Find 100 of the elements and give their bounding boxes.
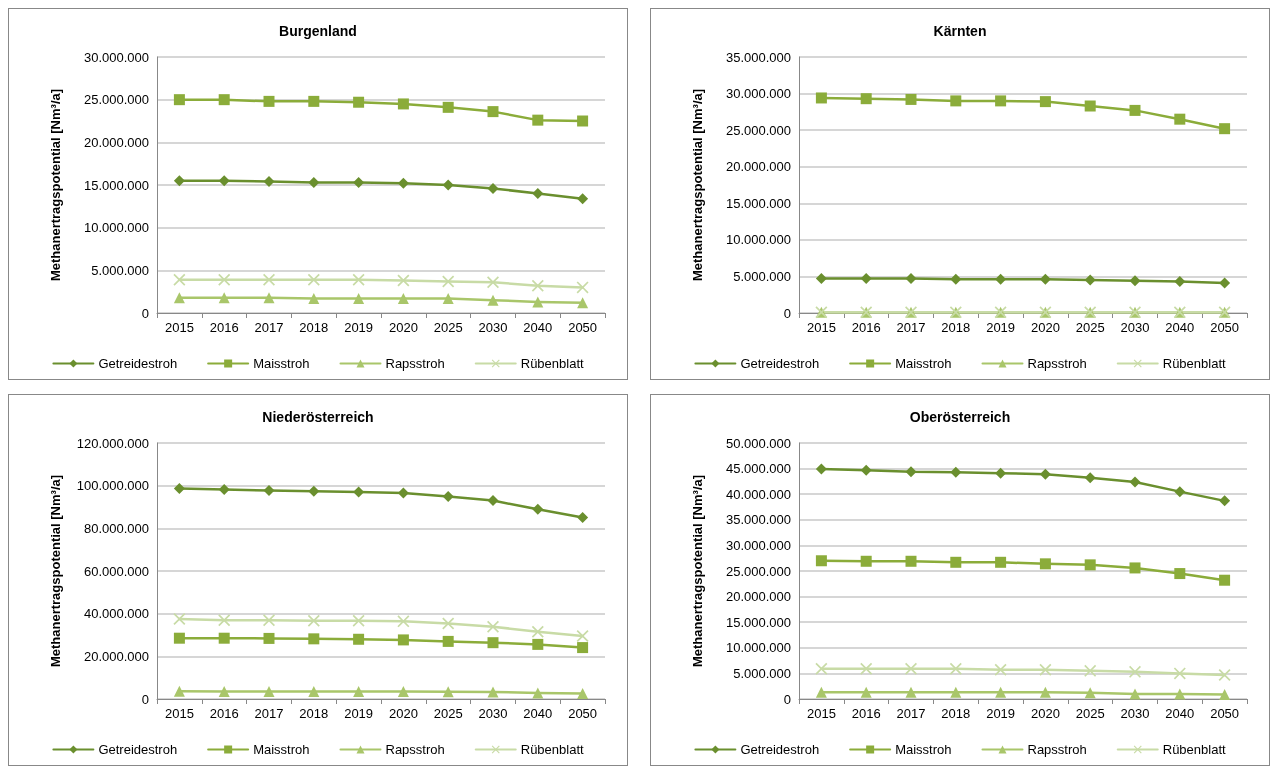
point: [532, 503, 544, 515]
point: [1219, 123, 1231, 135]
y-tick-label: 25.000.000: [725, 563, 791, 579]
point: [1129, 665, 1141, 678]
point: [860, 555, 872, 567]
point: [397, 98, 409, 110]
legend-label: Maisstroh: [253, 742, 310, 757]
x-tick-label: 2025: [433, 320, 463, 335]
point: [950, 95, 962, 107]
y-tick-label: 10.000.000: [725, 232, 791, 248]
chart-title: Burgenland: [279, 23, 357, 39]
point: [353, 176, 365, 188]
y-tick-label: 30.000.000: [725, 86, 791, 102]
point: [949, 662, 962, 675]
legend-label: Maisstroh: [253, 356, 310, 371]
y-tick-label: 35.000.000: [725, 512, 791, 528]
y-tick-label: 30.000.000: [83, 49, 149, 65]
point: [487, 106, 499, 118]
y-tick-label: 25.000.000: [725, 122, 791, 138]
point: [577, 687, 589, 699]
point: [1129, 104, 1141, 116]
point: [442, 101, 454, 113]
y-tick-label: 20.000.000: [725, 589, 791, 605]
x-tick-label: 2050: [568, 706, 598, 721]
point: [531, 625, 544, 638]
point: [1039, 468, 1051, 480]
point: [442, 686, 454, 698]
x-tick-label: 2016: [851, 320, 881, 335]
x-tick-label: 2017: [254, 706, 284, 721]
point: [995, 95, 1007, 107]
x-tick-label: 2040: [1165, 706, 1195, 721]
x-tick-label: 2020: [388, 320, 418, 335]
point: [905, 93, 917, 105]
point: [353, 686, 365, 698]
y-tick-label: 100.000.000: [76, 478, 149, 494]
point: [442, 491, 454, 503]
x-tick-label: 2050: [1210, 706, 1240, 721]
y-tick-label: 20.000.000: [725, 159, 791, 175]
point: [353, 292, 365, 304]
point: [577, 115, 589, 127]
point: [173, 292, 185, 304]
point: [577, 193, 589, 205]
y-tick-label: 0: [141, 305, 149, 321]
point: [860, 464, 872, 476]
x-tick-label: 2018: [299, 320, 329, 335]
point: [576, 281, 589, 294]
legend-label: Rübenblatt: [1162, 356, 1227, 371]
point: [442, 292, 454, 304]
point: [263, 632, 275, 644]
point: [577, 642, 589, 654]
point: [1039, 558, 1051, 570]
y-tick-label: 5.000.000: [733, 665, 791, 681]
x-tick-label: 2017: [896, 706, 926, 721]
y-tick-label: 50.000.000: [725, 435, 791, 451]
y-tick-label: 0: [783, 305, 791, 321]
y-tick-label: 30.000.000: [725, 537, 791, 553]
legend-label: Rapsstroh: [385, 742, 445, 757]
point: [352, 273, 365, 286]
point: [531, 279, 544, 292]
point: [307, 614, 320, 627]
point: [1084, 687, 1096, 699]
point: [1174, 568, 1186, 580]
point: [173, 632, 185, 644]
x-tick-label: 2018: [299, 706, 329, 721]
y-tick-label: 15.000.000: [725, 614, 791, 630]
x-tick-label: 2019: [344, 320, 374, 335]
point: [995, 273, 1007, 285]
x-tick-label: 2015: [164, 320, 194, 335]
point: [173, 273, 186, 286]
x-tick-label: 2015: [806, 320, 836, 335]
point: [353, 96, 365, 108]
x-tick-label: 2016: [851, 706, 881, 721]
point: [397, 615, 410, 628]
point: [487, 495, 499, 507]
point: [442, 635, 454, 647]
x-tick-label: 2016: [209, 706, 239, 721]
legend-label: Rübenblatt: [520, 356, 585, 371]
point: [397, 274, 410, 287]
point: [308, 176, 320, 188]
point: [905, 466, 917, 478]
point: [532, 296, 544, 308]
x-tick-label: 2015: [164, 706, 194, 721]
y-tick-label: 35.000.000: [725, 49, 791, 65]
x-tick-label: 2017: [254, 320, 284, 335]
x-tick-label: 2020: [1030, 320, 1060, 335]
y-tick-label: 0: [141, 691, 149, 707]
x-tick-label: 2025: [1075, 706, 1105, 721]
point: [487, 182, 499, 194]
x-tick-label: 2025: [1075, 320, 1105, 335]
y-axis-title: Methanertragspotential [Nm³/a]: [48, 474, 63, 668]
x-tick-label: 2040: [1165, 320, 1195, 335]
legend-label: Getreidestroh: [98, 742, 178, 757]
x-tick-label: 2018: [941, 706, 971, 721]
y-axis-title: Methanertragspotential [Nm³/a]: [690, 88, 705, 282]
point: [815, 92, 827, 104]
point: [352, 614, 365, 627]
point: [397, 686, 409, 698]
legend-label: Maisstroh: [895, 742, 952, 757]
point: [905, 686, 917, 698]
x-tick-label: 2050: [1210, 320, 1240, 335]
